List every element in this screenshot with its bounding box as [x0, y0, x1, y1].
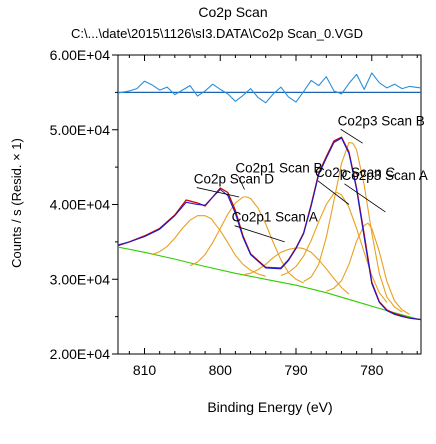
plot-area: 2.00E+04 3.00E+04 4.00E+04 5.00E+04 6.00E+04…: [50, 47, 428, 378]
y-tick-label: 5.00E+04: [50, 122, 111, 138]
annotation-label: Co2p Scan C: [315, 165, 396, 180]
y-tick-label: 3.00E+04: [50, 271, 111, 287]
envelope-line: [117, 137, 422, 321]
annotation-leader: [234, 225, 285, 243]
annotation-leader: [344, 183, 386, 213]
component-line-co2p-scan-d: [151, 215, 266, 277]
y-tick-label: 4.00E+04: [50, 197, 111, 213]
y-tick-label: 2.00E+04: [50, 346, 111, 362]
x-tick-label: 790: [284, 362, 308, 378]
component-line-co2p3-scan-b: [303, 141, 403, 313]
plot-frame: [117, 54, 422, 355]
chart-subtitle: C:\...\date\2015\1126\sI3.DATA\Co2p Scan…: [71, 26, 363, 41]
annotation-leader: [340, 128, 363, 144]
annotation-label: Co2p1 Scan A: [232, 210, 318, 225]
component-line-co2p1-scan-a: [242, 247, 350, 295]
chart-title: Co2p Scan: [198, 4, 267, 20]
component-line-co2p3-scan-a: [326, 222, 410, 315]
component-line-co2p1-scan-b: [189, 196, 304, 284]
y-axis-label: Counts / s (Resid. × 1): [9, 138, 24, 268]
x-axis-label: Binding Energy (eV): [207, 399, 332, 415]
annotation-leader: [196, 187, 240, 198]
annotation-leader: [317, 180, 350, 205]
annotation-label: Co2p Scan D: [194, 172, 275, 187]
annotation-label: Co2p3 Scan A: [341, 168, 427, 183]
annotation-leader: [238, 176, 245, 190]
x-tick-label: 800: [209, 362, 233, 378]
y-tick-label: 6.00E+04: [50, 47, 111, 63]
residual-line: [117, 72, 422, 104]
x-tick-label: 780: [360, 362, 384, 378]
annotation-label: Co2p1 Scan B: [235, 160, 322, 175]
x-tick-label: 810: [133, 362, 157, 378]
annotation-label: Co2p3 Scan B: [338, 113, 425, 128]
